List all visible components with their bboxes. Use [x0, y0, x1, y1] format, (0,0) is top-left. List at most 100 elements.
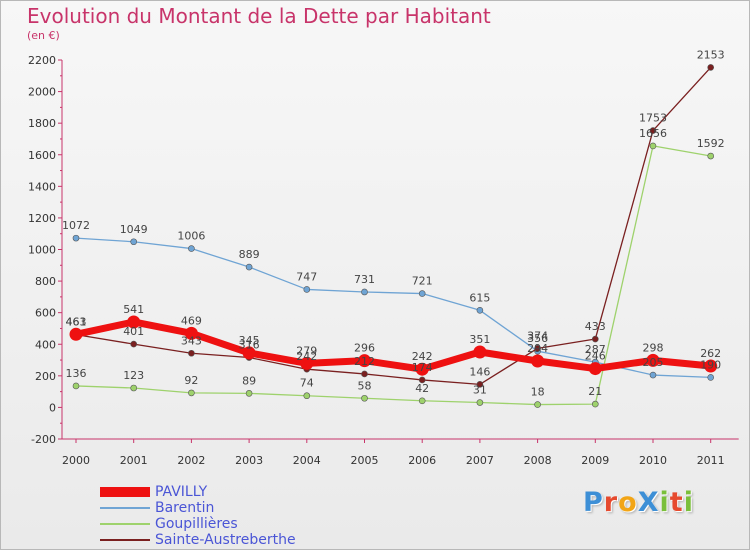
data-label-sainte-austreberthe: 343 [181, 334, 202, 347]
data-point-sainte-austreberthe [361, 370, 368, 378]
logo-letter: t [669, 487, 684, 518]
data-label-barentin: 721 [412, 275, 433, 288]
y-tick-label: 1000 [28, 244, 56, 257]
legend-label: Barentin [155, 500, 215, 516]
data-point-goupilli-res [72, 382, 80, 390]
series-line-barentin [75, 237, 711, 379]
data-label-sainte-austreberthe: 374 [527, 329, 548, 342]
data-point-barentin [130, 238, 137, 246]
x-tick-label: 2006 [408, 454, 436, 467]
series-line-goupilli-res [75, 145, 711, 406]
data-label-pavilly: 294 [527, 342, 548, 355]
data-label-barentin: 287 [585, 343, 606, 356]
data-point-barentin [188, 245, 195, 252]
data-label-goupilli-res: 58 [358, 379, 372, 392]
data-point-barentin [707, 374, 715, 381]
data-label-sainte-austreberthe: 316 [239, 339, 260, 352]
x-tick-label: 2005 [351, 454, 379, 467]
data-point-barentin [361, 288, 368, 296]
data-point-sainte-austreberthe [130, 340, 137, 348]
data-label-barentin: 1006 [177, 230, 205, 243]
data-label-barentin: 731 [354, 273, 375, 286]
data-label-barentin: 615 [469, 291, 490, 304]
x-tick-label: 2002 [177, 454, 205, 467]
proxiti-logo: ProXiti [583, 487, 694, 518]
data-label-pavilly: 262 [700, 347, 721, 360]
data-label-sainte-austreberthe: 433 [585, 320, 606, 333]
series-line-pavilly [75, 318, 712, 373]
data-label-goupilli-res: 92 [184, 374, 198, 387]
data-point-goupilli-res [361, 394, 368, 402]
legend-swatch [100, 523, 150, 525]
data-label-sainte-austreberthe: 1753 [639, 112, 667, 125]
data-point-pavilly [127, 315, 141, 329]
y-tick-label: 0 [49, 401, 56, 414]
chart-unit: (en €) [27, 29, 60, 42]
data-label-pavilly: 351 [469, 333, 490, 346]
data-point-pavilly [704, 359, 718, 373]
data-label-sainte-austreberthe: 174 [412, 361, 433, 374]
data-point-pavilly [242, 346, 256, 360]
data-label-barentin: 205 [643, 356, 664, 369]
x-tick-label: 2007 [466, 454, 494, 467]
data-label-sainte-austreberthe: 461 [66, 316, 87, 329]
y-tick-label: 1600 [28, 149, 56, 162]
data-label-goupilli-res: 1592 [697, 137, 725, 150]
data-label-goupilli-res: 31 [473, 384, 487, 397]
data-label-pavilly: 296 [354, 342, 375, 355]
x-tick-label: 2001 [120, 454, 148, 467]
x-tick-label: 2010 [639, 454, 667, 467]
data-label-goupilli-res: 42 [415, 382, 429, 395]
data-label-goupilli-res: 136 [66, 367, 87, 380]
data-point-barentin [72, 234, 80, 242]
data-label-goupilli-res: 21 [588, 385, 602, 398]
logo-letter: X [637, 487, 660, 518]
data-point-goupilli-res [303, 392, 311, 400]
data-label-sainte-austreberthe: 242 [296, 350, 317, 363]
x-tick-label: 2008 [524, 454, 552, 467]
x-tick-label: 2004 [293, 454, 321, 467]
data-point-goupilli-res [649, 142, 657, 150]
y-tick-label: 600 [35, 307, 56, 320]
data-point-goupilli-res [245, 390, 253, 397]
data-point-pavilly [184, 326, 198, 340]
x-tick-label: 2011 [697, 454, 725, 467]
data-label-pavilly: 279 [296, 344, 317, 357]
y-tick-label: 1400 [28, 180, 56, 193]
data-label-goupilli-res: 74 [300, 377, 314, 390]
data-label-goupilli-res: 89 [242, 374, 256, 387]
data-label-goupilli-res: 123 [123, 369, 144, 382]
y-tick-label: 800 [35, 275, 56, 288]
data-point-goupilli-res [476, 399, 484, 406]
legend-swatch [100, 539, 150, 541]
data-label-goupilli-res: 1656 [639, 127, 667, 140]
data-label-sainte-austreberthe: 401 [123, 325, 144, 338]
data-point-pavilly [300, 356, 314, 370]
data-point-barentin [418, 290, 426, 297]
data-label-barentin: 1049 [120, 223, 148, 236]
y-tick-label: 2200 [28, 54, 56, 67]
data-label-pavilly: 242 [412, 350, 433, 363]
logo-letter: o [618, 487, 638, 518]
data-label-sainte-austreberthe: 2153 [697, 48, 725, 61]
data-point-barentin [245, 263, 253, 271]
y-tick-label: 1200 [28, 212, 56, 225]
logo-letter: P [583, 487, 604, 518]
data-point-barentin [476, 306, 484, 314]
legend-swatch [100, 487, 150, 497]
data-point-pavilly [531, 354, 545, 368]
data-label-barentin: 1072 [62, 219, 90, 232]
data-point-sainte-austreberthe [649, 127, 657, 134]
y-tick-label: 1800 [28, 117, 56, 130]
data-label-barentin: 190 [700, 358, 721, 371]
x-tick-label: 2000 [62, 454, 90, 467]
data-point-barentin [303, 286, 311, 293]
data-point-sainte-austreberthe [591, 335, 599, 343]
data-point-sainte-austreberthe [188, 349, 195, 357]
data-point-sainte-austreberthe [534, 345, 541, 352]
logo-letter: r [603, 487, 619, 518]
data-label-barentin: 889 [239, 248, 260, 261]
data-label-goupilli-res: 18 [531, 386, 545, 399]
data-label-barentin: 747 [296, 270, 317, 283]
legend-label: Sainte-Austreberthe [155, 532, 296, 548]
